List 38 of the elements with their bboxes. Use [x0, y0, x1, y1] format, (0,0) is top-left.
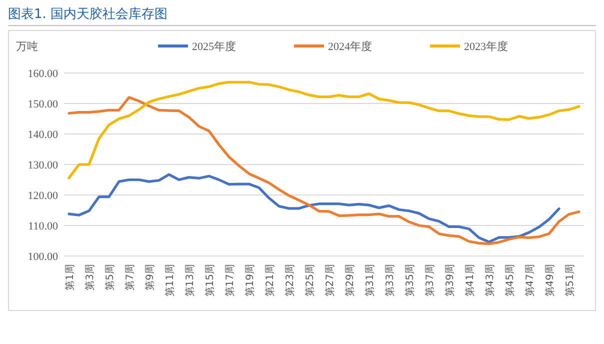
x-tick-label: 第21周	[264, 264, 276, 297]
y-tick-label: 110.00	[28, 220, 58, 232]
y-tick-label: 150.00	[28, 98, 58, 110]
x-tick-label: 第41周	[464, 264, 476, 297]
x-tick-label: 第51周	[564, 264, 576, 297]
legend-label: 2025年度	[192, 40, 236, 53]
x-tick-label: 第19周	[244, 264, 256, 297]
x-tick-label: 第27周	[324, 264, 336, 297]
legend-label: 2024年度	[328, 40, 372, 53]
x-tick-label: 第15周	[204, 264, 216, 297]
x-tick-label: 第29周	[344, 264, 356, 297]
x-tick-label: 第39周	[444, 264, 456, 297]
x-tick-label: 第47周	[524, 264, 536, 297]
x-tick-label: 第13周	[184, 264, 196, 297]
x-tick-label: 第33周	[384, 264, 396, 297]
x-tick-label: 第5周	[104, 264, 116, 290]
y-tick-label: 130.00	[28, 160, 58, 172]
y-tick-label: 100.00	[28, 251, 58, 263]
chart-title: 图表1. 国内天胶社会库存图	[8, 7, 168, 22]
x-tick-label: 第49周	[544, 264, 556, 297]
x-tick-label: 第17周	[224, 264, 236, 297]
y-axis-title: 万吨	[16, 40, 38, 53]
x-tick-label: 第37周	[424, 264, 436, 297]
x-tick-label: 第9周	[144, 264, 156, 290]
x-tick-label: 第23周	[284, 264, 296, 297]
x-tick-label: 第35周	[404, 264, 416, 297]
y-tick-label: 160.00	[28, 68, 58, 80]
x-tick-label: 第31周	[364, 264, 376, 297]
x-tick-label: 第45周	[504, 264, 516, 297]
y-tick-label: 140.00	[28, 129, 58, 141]
x-tick-label: 第43周	[484, 264, 496, 297]
x-tick-label: 第11周	[164, 264, 176, 297]
x-tick-label: 第1周	[64, 264, 76, 290]
x-tick-label: 第3周	[84, 264, 96, 290]
x-tick-label: 第25周	[304, 264, 316, 297]
legend-label: 2023年度	[464, 40, 508, 53]
y-tick-label: 120.00	[28, 190, 58, 202]
x-tick-label: 第7周	[124, 264, 136, 290]
